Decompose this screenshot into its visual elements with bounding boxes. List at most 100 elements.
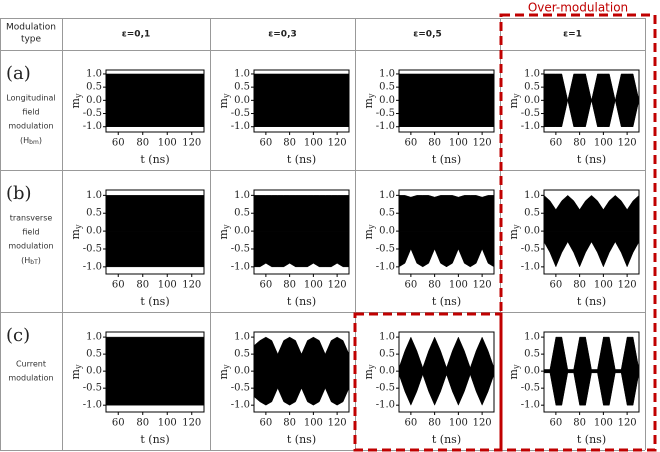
plot-frame: [398, 69, 495, 133]
plot-frame: [543, 331, 640, 413]
signal-envelope: [105, 336, 205, 372]
row-label: field: [22, 228, 39, 237]
row-letter: (c): [6, 325, 30, 346]
x-tick-label: 100: [158, 280, 177, 291]
x-tick-label: 60: [112, 418, 125, 429]
x-tick-label: 60: [112, 280, 125, 291]
y-tick-label: 1.0: [86, 68, 102, 79]
x-tick-label: 120: [473, 280, 492, 291]
y-tick-label: 1.0: [379, 332, 395, 343]
y-label-subscript: y: [74, 364, 83, 370]
y-tick-label: 0.5: [379, 208, 395, 219]
y-tick-label: -1.0: [376, 261, 395, 272]
column-header: ε=0,3: [268, 30, 297, 40]
y-label-subscript: y: [367, 224, 376, 230]
y-tick-label: -1.0: [376, 400, 395, 411]
y-tick-label: 1.0: [379, 190, 395, 201]
y-label-text: m: [217, 368, 230, 379]
y-axis-label: my: [217, 364, 231, 379]
y-tick-label: 0.0: [379, 226, 395, 237]
column-header: ε=1: [563, 30, 582, 40]
y-tick-label: 1.0: [234, 332, 250, 343]
signal-envelope: [543, 230, 640, 268]
y-tick-label: 0.5: [379, 349, 395, 360]
y-tick-label: 0.5: [379, 82, 395, 93]
over-modulation-box: [353, 312, 503, 452]
y-tick-label: -0.5: [521, 243, 540, 254]
y-tick-label: -1.0: [521, 121, 540, 132]
x-tick-label: 80: [573, 418, 586, 429]
x-tick-label: 100: [158, 418, 177, 429]
x-axis-label: t (ns): [287, 153, 316, 166]
annotation: Over-modulation: [528, 1, 628, 15]
x-tick-label: 80: [428, 418, 441, 429]
y-tick-label: 1.0: [86, 190, 102, 201]
y-label-text: m: [69, 97, 82, 108]
signal-envelope: [253, 336, 350, 372]
signal-envelope: [398, 195, 495, 232]
x-tick-label: 80: [428, 138, 441, 149]
plot-frame: [105, 189, 205, 275]
x-axis-label: t (ns): [287, 433, 316, 446]
plot-frame: [253, 69, 350, 133]
y-tick-label: -1.0: [83, 400, 102, 411]
y-tick-label: -0.5: [231, 383, 250, 394]
symbol-text: (H: [20, 136, 29, 145]
signal-envelope: [105, 73, 205, 101]
x-axis-label: t (ns): [577, 153, 606, 166]
y-label-text: m: [362, 97, 375, 108]
y-tick-label: -0.5: [83, 243, 102, 254]
y-tick-label: 1.0: [524, 190, 540, 201]
x-axis-label: t (ns): [577, 295, 606, 308]
y-label-text: m: [362, 368, 375, 379]
x-tick-label: 60: [405, 418, 418, 429]
plot-frame: [543, 189, 640, 275]
symbol-text: ): [39, 136, 42, 145]
x-tick-label: 80: [573, 280, 586, 291]
x-tick-label: 80: [283, 280, 296, 291]
x-tick-label: 60: [550, 138, 563, 149]
x-tick-label: 60: [550, 418, 563, 429]
x-tick-label: 80: [136, 280, 149, 291]
y-tick-label: 1.0: [524, 68, 540, 79]
y-axis-label: my: [507, 224, 521, 239]
row-letter: (b): [6, 183, 32, 204]
x-tick-label: 100: [449, 418, 468, 429]
y-tick-label: 0.0: [86, 366, 102, 377]
y-label-text: m: [362, 228, 375, 239]
y-tick-label: -1.0: [231, 400, 250, 411]
y-tick-label: 0.0: [234, 95, 250, 106]
signal-envelope: [105, 195, 205, 232]
y-tick-label: 1.0: [234, 190, 250, 201]
signal-envelope: [543, 370, 640, 406]
y-label-subscript: y: [222, 364, 231, 370]
y-label-text: m: [217, 228, 230, 239]
signal-envelope: [253, 370, 350, 406]
y-tick-label: -0.5: [231, 243, 250, 254]
x-tick-label: 60: [405, 138, 418, 149]
y-tick-label: 0.5: [234, 208, 250, 219]
y-label-subscript: y: [74, 93, 83, 99]
y-label-subscript: y: [512, 93, 521, 99]
x-tick-label: 60: [260, 418, 273, 429]
over-modulation-box: [499, 13, 657, 452]
x-tick-label: 100: [594, 138, 613, 149]
y-label-text: m: [69, 368, 82, 379]
signal-envelope: [253, 230, 350, 268]
y-label-subscript: y: [512, 224, 521, 230]
signal-envelope: [253, 73, 350, 101]
x-tick-label: 80: [283, 418, 296, 429]
x-tick-label: 80: [573, 138, 586, 149]
x-tick-label: 100: [594, 280, 613, 291]
x-tick-label: 120: [618, 418, 637, 429]
corner-label: type: [21, 35, 42, 45]
y-label-subscript: y: [222, 93, 231, 99]
x-tick-label: 120: [473, 418, 492, 429]
x-tick-label: 100: [449, 138, 468, 149]
y-axis-label: my: [507, 93, 521, 108]
x-tick-label: 60: [260, 280, 273, 291]
x-tick-label: 120: [182, 280, 201, 291]
signal-envelope: [105, 370, 205, 406]
y-tick-label: 0.5: [86, 349, 102, 360]
row-letter: (a): [6, 63, 31, 84]
